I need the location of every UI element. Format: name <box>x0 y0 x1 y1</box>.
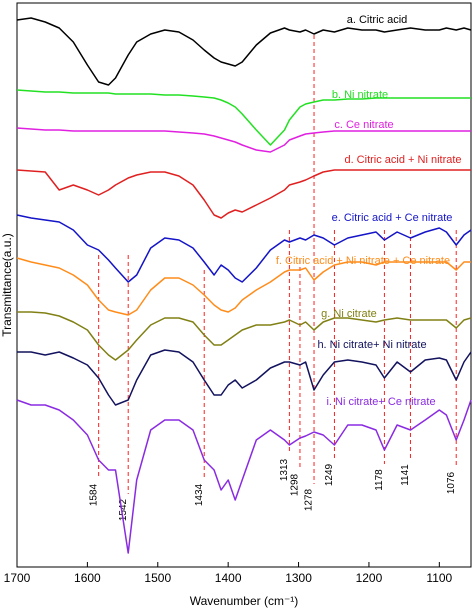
peak-label: 1542 <box>118 498 129 521</box>
x-tick-label: 1400 <box>215 571 242 585</box>
series-label: i. Ni citrate+ Ce nitrate <box>326 396 435 408</box>
x-tick-label: 1200 <box>356 571 383 585</box>
peak-label: 1249 <box>324 463 335 486</box>
x-tick-label: 1100 <box>426 571 452 585</box>
series-label: h. Ni citrate+ Ni nitrate <box>317 339 426 351</box>
series-label: c. Ce nitrate <box>334 119 393 131</box>
spectrum-line <box>17 349 472 406</box>
series-label: f. Citric acid + Ni nitrate + Ce nitrate <box>276 255 450 267</box>
series-label: g. Ni citrate <box>321 308 377 320</box>
peak-label: 1076 <box>446 471 457 494</box>
peak-label: 1584 <box>88 483 99 506</box>
spectrum-line <box>17 311 472 361</box>
x-tick-label: 1600 <box>74 571 101 585</box>
spectrum-line <box>16 214 472 283</box>
x-tick-label: 1500 <box>144 571 171 585</box>
series-label: e. Citric acid + Ce nitrate <box>332 212 453 224</box>
series-label: a. Citric acid <box>347 14 408 26</box>
peak-label: 1141 <box>400 464 411 486</box>
x-tick-label: 1300 <box>285 571 312 585</box>
spectrum-line <box>16 89 471 146</box>
spectrum-line <box>16 169 471 219</box>
peak-label: 1434 <box>194 483 205 506</box>
peak-label: 1278 <box>304 488 315 511</box>
plot-frame <box>16 2 472 568</box>
peak-label: 1298 <box>290 473 301 496</box>
spectrum-line <box>16 17 472 86</box>
peak-label: 1178 <box>374 469 385 491</box>
x-axis-label: Wavenumber (cm⁻¹) <box>190 594 299 608</box>
peak-label: 1313 <box>279 458 290 481</box>
spectrum-line <box>16 127 471 153</box>
series-label: b. Ni nitrate <box>332 89 388 101</box>
x-tick-label: 1700 <box>4 571 31 585</box>
y-axis-label: Transmittance(a.u.) <box>0 233 14 337</box>
spectrum-line <box>16 399 472 554</box>
spectrum-line <box>16 257 471 316</box>
series-label: d. Citric acid + Ni nitrate <box>344 154 461 166</box>
